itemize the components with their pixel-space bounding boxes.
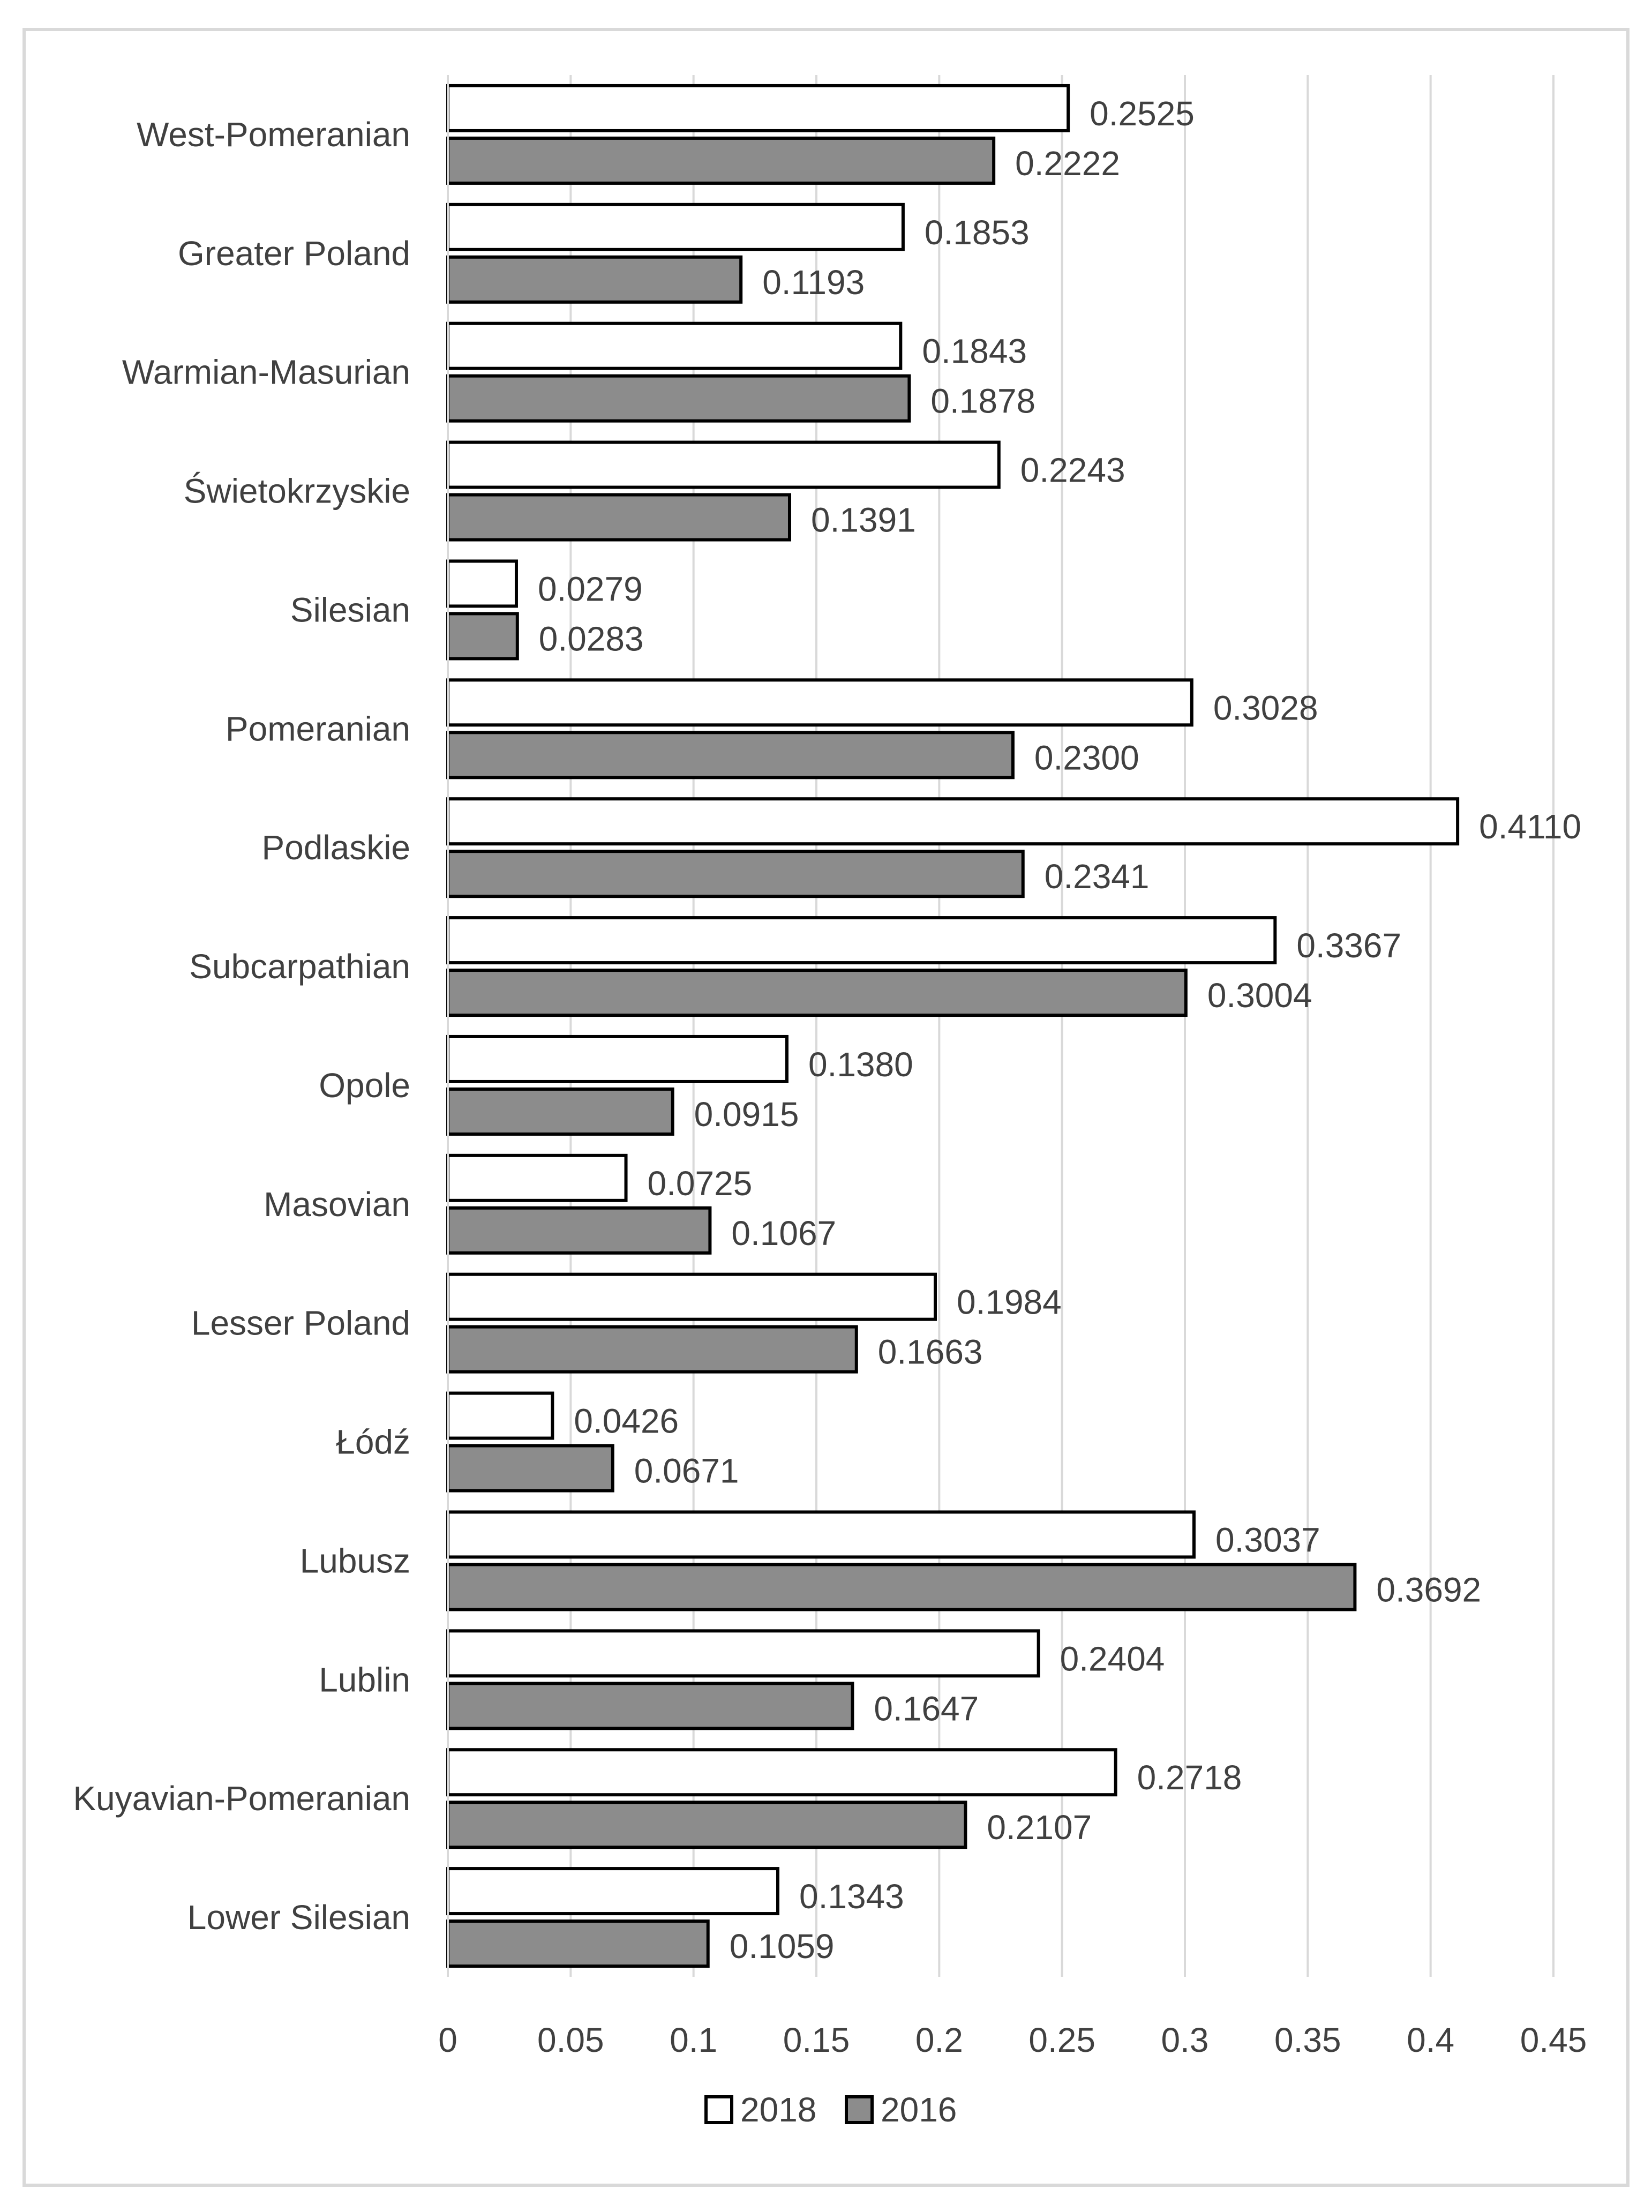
- bar-2016: [446, 1444, 614, 1493]
- x-tick-label: 0.35: [1274, 2021, 1341, 2059]
- value-label-2016: 0.1391: [811, 501, 916, 539]
- legend-swatch-2016: [845, 2095, 874, 2124]
- category-label: Masovian: [264, 1185, 410, 1224]
- value-label-2016: 0.1067: [731, 1214, 836, 1253]
- category-label: Opole: [319, 1066, 410, 1105]
- value-label-2018: 0.2404: [1060, 1639, 1165, 1678]
- value-label-2018: 0.4110: [1479, 807, 1581, 846]
- bar-2016: [446, 1325, 858, 1374]
- bar-2016: [446, 374, 911, 423]
- category-label: Lower Silesian: [187, 1898, 410, 1937]
- x-tick-label: 0.3: [1161, 2021, 1209, 2059]
- value-label-2016: 0.2107: [987, 1808, 1092, 1847]
- category-label: Subcarpathian: [189, 947, 410, 986]
- value-label-2018: 0.2525: [1090, 94, 1195, 133]
- category-label: Lubusz: [300, 1541, 410, 1580]
- bar-2018: [446, 1867, 779, 1916]
- value-label-2018: 0.2718: [1137, 1758, 1242, 1797]
- category-label: Łódź: [336, 1423, 410, 1461]
- bar-2018: [446, 1510, 1196, 1559]
- value-label-2016: 0.1647: [874, 1689, 979, 1728]
- bar-2018: [446, 916, 1277, 965]
- category-label: Podlaskie: [262, 828, 411, 867]
- x-tick-label: 0.4: [1407, 2021, 1454, 2059]
- value-label-2016: 0.2300: [1034, 738, 1139, 777]
- value-label-2018: 0.1843: [922, 332, 1027, 371]
- bar-2018: [446, 559, 518, 608]
- value-label-2018: 0.1380: [808, 1045, 913, 1084]
- value-label-2018: 0.1984: [957, 1283, 1062, 1322]
- value-label-2016: 0.1059: [730, 1927, 835, 1966]
- value-label-2016: 0.1878: [930, 382, 1035, 421]
- value-label-2018: 0.0279: [538, 569, 643, 608]
- value-label-2016: 0.3004: [1207, 976, 1312, 1015]
- legend-swatch-2018: [704, 2095, 733, 2124]
- category-label: Silesian: [290, 590, 410, 629]
- x-tick-label: 0.2: [915, 2021, 963, 2059]
- value-label-2016: 0.0671: [634, 1452, 739, 1490]
- value-label-2018: 0.3028: [1213, 688, 1318, 727]
- value-label-2018: 0.3367: [1296, 926, 1401, 965]
- category-label: Pomeranian: [226, 709, 410, 748]
- bar-2018: [446, 440, 1001, 489]
- category-label: Kuyavian-Pomeranian: [73, 1779, 410, 1818]
- category-label: Lesser Poland: [191, 1304, 410, 1343]
- category-label: West-Pomeranian: [137, 115, 410, 154]
- bar-2018: [446, 1629, 1040, 1678]
- value-label-2018: 0.0426: [574, 1402, 679, 1441]
- value-label-2016: 0.1193: [762, 263, 865, 302]
- bar-2018: [446, 1391, 554, 1440]
- x-tick-label: 0.45: [1520, 2021, 1587, 2059]
- value-label-2018: 0.1343: [799, 1877, 904, 1916]
- bar-2016: [446, 1919, 710, 1968]
- bar-2016: [446, 731, 1015, 779]
- value-label-2018: 0.0725: [648, 1164, 753, 1203]
- bar-2016: [446, 850, 1025, 898]
- bar-2016: [446, 969, 1188, 1017]
- value-label-2016: 0.2222: [1015, 144, 1120, 183]
- bar-2016: [446, 612, 519, 661]
- x-tick-label: 0: [438, 2021, 457, 2059]
- value-label-2018: 0.3037: [1215, 1520, 1320, 1559]
- value-label-2016: 0.3692: [1376, 1570, 1481, 1609]
- x-tick-label: 0.15: [783, 2021, 850, 2059]
- bar-2018: [446, 1748, 1117, 1797]
- bar-2016: [446, 1682, 854, 1730]
- bar-2016: [446, 136, 996, 185]
- x-tick-label: 0.1: [670, 2021, 717, 2059]
- bar-2016: [446, 1801, 967, 1849]
- bar-2016: [446, 255, 743, 304]
- legend-label-2016: 2016: [881, 2090, 957, 2129]
- bar-2018: [446, 1153, 628, 1202]
- value-label-2018: 0.2243: [1020, 451, 1125, 490]
- bar-2018: [446, 321, 903, 370]
- legend-label-2018: 2018: [740, 2090, 816, 2129]
- value-label-2016: 0.0915: [694, 1095, 799, 1134]
- bar-2018: [446, 203, 905, 251]
- category-label: Warmian-Masurian: [122, 353, 410, 392]
- bar-2018: [446, 84, 1070, 132]
- bar-2016: [446, 1563, 1357, 1611]
- bar-2018: [446, 678, 1193, 727]
- bar-2018: [446, 1272, 937, 1321]
- bar-2018: [446, 797, 1460, 846]
- bar-2016: [446, 493, 792, 542]
- category-label: Świetokrzyskie: [184, 471, 410, 511]
- value-label-2016: 0.1663: [878, 1333, 983, 1371]
- category-label: Lublin: [319, 1660, 410, 1699]
- category-label: Greater Poland: [178, 234, 410, 273]
- value-label-2018: 0.1853: [925, 213, 1030, 252]
- value-label-2016: 0.0283: [539, 619, 644, 658]
- x-tick-label: 0.25: [1028, 2021, 1095, 2059]
- x-tick-label: 0.05: [537, 2021, 604, 2059]
- bar-2016: [446, 1087, 674, 1136]
- value-label-2016: 0.2341: [1045, 857, 1150, 896]
- bar-2018: [446, 1034, 789, 1083]
- bar-2016: [446, 1206, 712, 1255]
